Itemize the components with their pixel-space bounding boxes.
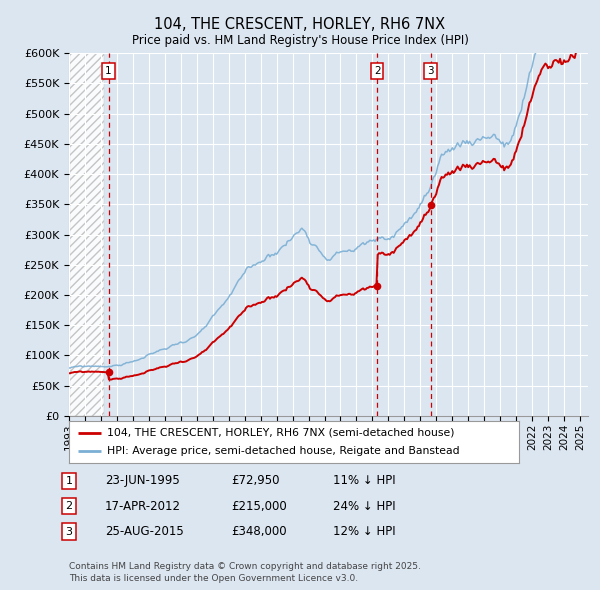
Text: £215,000: £215,000 xyxy=(231,500,287,513)
Text: 104, THE CRESCENT, HORLEY, RH6 7NX: 104, THE CRESCENT, HORLEY, RH6 7NX xyxy=(154,17,446,31)
Text: £72,950: £72,950 xyxy=(231,474,280,487)
Text: 1: 1 xyxy=(105,66,112,76)
Text: 11% ↓ HPI: 11% ↓ HPI xyxy=(333,474,395,487)
Text: 25-AUG-2015: 25-AUG-2015 xyxy=(105,525,184,538)
Text: 2: 2 xyxy=(65,502,73,511)
Text: 2: 2 xyxy=(374,66,380,76)
Text: £348,000: £348,000 xyxy=(231,525,287,538)
Text: Price paid vs. HM Land Registry's House Price Index (HPI): Price paid vs. HM Land Registry's House … xyxy=(131,34,469,47)
Text: 23-JUN-1995: 23-JUN-1995 xyxy=(105,474,180,487)
Text: 1: 1 xyxy=(65,476,73,486)
Text: 17-APR-2012: 17-APR-2012 xyxy=(105,500,181,513)
Text: 24% ↓ HPI: 24% ↓ HPI xyxy=(333,500,395,513)
Text: 3: 3 xyxy=(65,527,73,536)
Text: Contains HM Land Registry data © Crown copyright and database right 2025.
This d: Contains HM Land Registry data © Crown c… xyxy=(69,562,421,583)
Text: 3: 3 xyxy=(427,66,434,76)
Text: 104, THE CRESCENT, HORLEY, RH6 7NX (semi-detached house): 104, THE CRESCENT, HORLEY, RH6 7NX (semi… xyxy=(107,428,455,438)
Text: 12% ↓ HPI: 12% ↓ HPI xyxy=(333,525,395,538)
Text: HPI: Average price, semi-detached house, Reigate and Banstead: HPI: Average price, semi-detached house,… xyxy=(107,446,460,456)
